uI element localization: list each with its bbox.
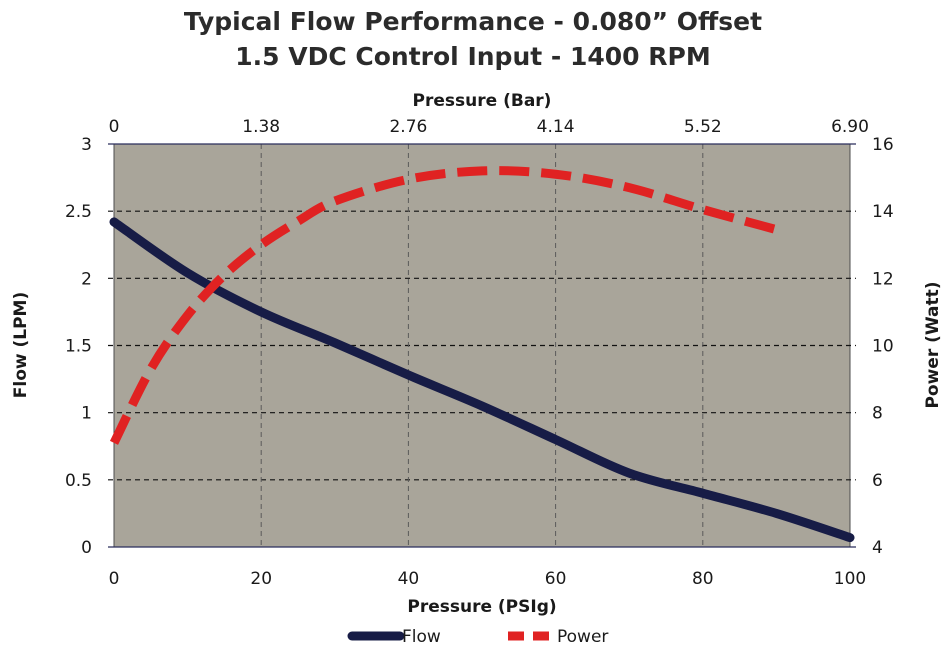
y2-tick-label: 6: [872, 471, 883, 491]
y-tick-label: 0: [81, 538, 92, 558]
x-tick-label: 0: [109, 569, 120, 589]
left-axis-label: Flow (LPM): [11, 292, 31, 399]
x-tick-label: 60: [545, 569, 567, 589]
y2-tick-label: 12: [872, 269, 894, 289]
chart-subtitle: 1.5 VDC Control Input - 1400 RPM: [235, 42, 710, 71]
y-tick-label: 0.5: [65, 471, 92, 491]
chart-title: Typical Flow Performance - 0.080” Offset: [184, 7, 762, 36]
y2-tick-label: 16: [872, 135, 894, 155]
y-tick-label: 1: [81, 404, 92, 424]
y-tick-label: 2.5: [65, 202, 92, 222]
series-line-flow: [109, 217, 855, 543]
legend-label-power: Power: [557, 627, 608, 647]
y2-tick-label: 14: [872, 202, 894, 222]
x2-tick-label: 4.14: [537, 117, 575, 137]
x-tick-label: 40: [398, 569, 420, 589]
x2-tick-label: 6.90: [831, 117, 869, 137]
grid-lines: [108, 143, 856, 548]
x-tick-label: 100: [834, 569, 866, 589]
x2-tick-label: 2.76: [389, 117, 427, 137]
y2-tick-label: 4: [872, 538, 883, 558]
y-tick-label: 3: [81, 135, 92, 155]
y-tick-label: 1.5: [65, 337, 92, 357]
x2-tick-label: 5.52: [684, 117, 722, 137]
series-line-power: [109, 166, 778, 445]
tick-labels: 0 0.5 1 1.5 2 2.5 3 4 6 8 10 12 14 16 0 20 40 60 80 100 0 1.3…: [65, 117, 894, 589]
top-axis-label: Pressure (Bar): [413, 91, 552, 111]
series-layer: [109, 166, 855, 543]
bottom-axis-label: Pressure (PSIg): [407, 597, 556, 617]
y2-tick-label: 8: [872, 404, 883, 424]
right-axis-label: Power (Watt): [923, 281, 943, 408]
x2-tick-label: 1.38: [242, 117, 280, 137]
x2-tick-label: 0: [109, 117, 120, 137]
y2-tick-label: 10: [872, 337, 894, 357]
x-tick-label: 80: [692, 569, 714, 589]
legend-label-flow: Flow: [402, 627, 441, 647]
legend: Flow Power: [347, 627, 608, 647]
x-tick-label: 20: [250, 569, 272, 589]
y-tick-label: 2: [81, 269, 92, 289]
